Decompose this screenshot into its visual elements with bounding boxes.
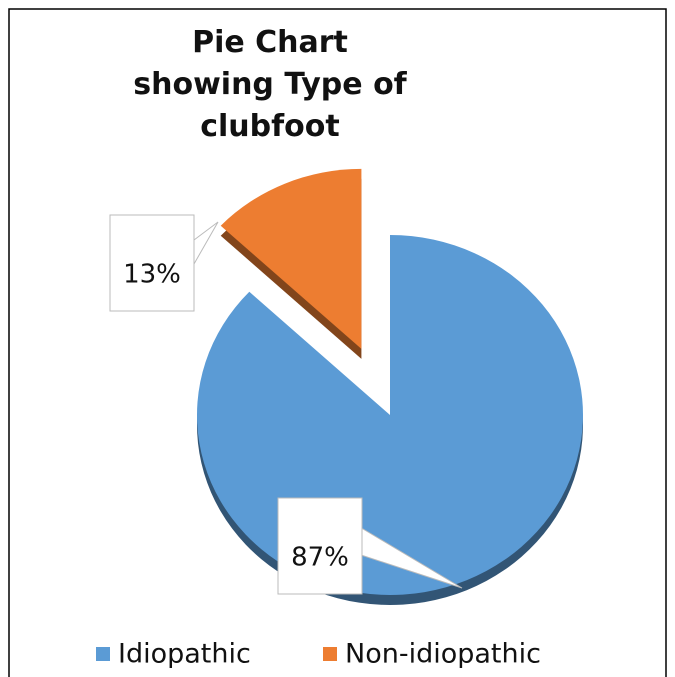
legend-swatch [96, 647, 110, 661]
legend-label: Idiopathic [118, 639, 251, 670]
chart-title: Pie Chart showing Type of clubfoot [133, 25, 407, 144]
data-label: 87% [291, 543, 349, 573]
callout-box [109, 214, 195, 312]
slice [220, 168, 362, 349]
callout-box [277, 497, 363, 595]
data-label: 13% [123, 260, 181, 290]
legend-swatch [323, 647, 337, 661]
legend-label: Non-idiopathic [345, 639, 541, 670]
